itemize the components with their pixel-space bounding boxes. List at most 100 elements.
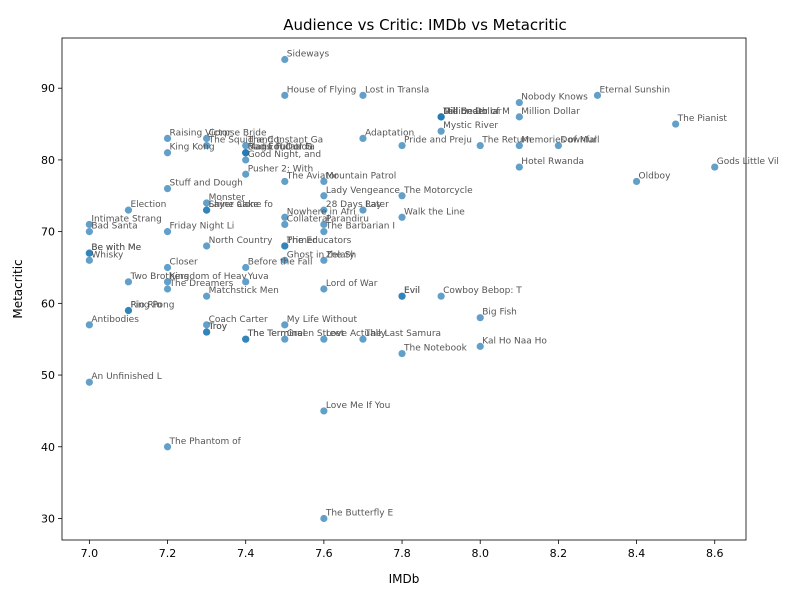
- data-point: [242, 278, 250, 286]
- data-point: [85, 220, 93, 229]
- point-label: Pusher 2: With: [248, 164, 314, 174]
- data-point: [242, 149, 250, 157]
- data-point: [163, 278, 172, 286]
- point-label: Love Me If You: [326, 401, 390, 411]
- point-label: Intimate Strang: [91, 214, 161, 224]
- point-label: Flags of Our Fa: [248, 143, 315, 153]
- chart-title: Audience vs Critic: IMDb vs Metacritic: [283, 16, 567, 34]
- point-label: Corpse Bride: [209, 128, 267, 138]
- x-tick-label: 8.4: [628, 547, 646, 560]
- data-point: [359, 206, 367, 214]
- point-label: The Educators: [286, 236, 352, 246]
- data-point: [85, 321, 93, 329]
- data-point: [203, 321, 211, 329]
- point-label: Ping Pong: [130, 301, 174, 311]
- data-point: [711, 163, 719, 171]
- y-tick-label: 70: [41, 226, 55, 239]
- data-point: [281, 242, 289, 250]
- point-label: The Squid and t: [208, 136, 281, 146]
- data-point: [203, 206, 211, 214]
- point-label: Adaptation: [365, 128, 414, 138]
- y-tick-label: 30: [41, 512, 55, 525]
- point-label: Matchstick Men: [209, 286, 279, 296]
- y-tick-label: 60: [41, 297, 55, 310]
- point-label: Bad Santa: [91, 222, 137, 232]
- data-point: [242, 170, 250, 178]
- data-point: [281, 55, 289, 64]
- point-label: Nobody Knows: [521, 93, 588, 103]
- point-label: The Aviator: [286, 171, 339, 181]
- point-label: Green Street: [287, 329, 345, 339]
- x-tick-label: 8.6: [706, 547, 724, 560]
- data-point: [203, 141, 211, 150]
- point-label: Big Fish: [482, 308, 517, 318]
- point-label: An Unfinished L: [91, 372, 161, 382]
- data-point: [593, 91, 602, 99]
- point-label: Yuva: [247, 272, 269, 282]
- data-point: [163, 149, 172, 157]
- data-point: [359, 134, 367, 142]
- data-point: [359, 335, 367, 343]
- data-point: [320, 256, 328, 264]
- data-point: [320, 407, 328, 415]
- point-label: Coach Carter: [209, 315, 268, 325]
- x-tick-label: 7.0: [81, 547, 99, 560]
- data-point: [281, 213, 289, 221]
- x-tick-label: 7.4: [237, 547, 255, 560]
- y-tick-label: 40: [41, 441, 55, 454]
- point-label: The Phantom of: [169, 437, 242, 447]
- point-label: Closer: [170, 257, 199, 267]
- point-label: Evil: [404, 286, 420, 296]
- point-label: The Notebook: [403, 344, 468, 354]
- point-label: Mountain Patrol: [326, 171, 396, 181]
- data-point: [672, 120, 680, 128]
- data-point: [320, 177, 328, 186]
- data-point: [398, 213, 406, 221]
- data-point: [554, 141, 562, 150]
- point-label: Primer: [287, 236, 317, 246]
- point-label: 28 Days Later: [326, 200, 389, 210]
- point-label: Tell Death of M: [442, 107, 510, 117]
- data-point: [163, 185, 172, 193]
- y-tick-label: 90: [41, 82, 55, 95]
- data-point: [476, 314, 484, 322]
- point-label: Parandiru: [326, 214, 369, 224]
- data-point: [203, 292, 211, 300]
- data-point: [515, 141, 523, 150]
- y-tick-label: 50: [41, 369, 55, 382]
- point-label: The Pianist: [677, 114, 728, 124]
- data-point: [515, 113, 523, 121]
- data-point: [124, 278, 133, 286]
- data-point: [124, 306, 133, 315]
- data-point: [85, 249, 93, 257]
- point-label: Eternal Sunshin: [599, 85, 670, 95]
- data-points: Sideways House of Flying Lost in Transla Et…: [85, 50, 779, 523]
- data-point: [281, 91, 289, 99]
- point-label: Be with Me: [91, 243, 141, 253]
- data-point: [437, 113, 445, 121]
- data-point: [203, 134, 211, 142]
- point-label: The Terminal: [247, 329, 306, 339]
- data-point: [320, 335, 328, 343]
- point-label: Troy: [208, 322, 228, 332]
- data-point: [515, 98, 523, 107]
- data-point: [281, 220, 289, 229]
- data-point: [203, 328, 211, 336]
- point-label: Die Ender: [443, 107, 487, 117]
- x-tick-label: 8.2: [550, 547, 568, 560]
- data-point: [163, 228, 172, 236]
- x-tick-label: 7.6: [315, 547, 333, 560]
- x-axis: 7.0 7.2 7.4 7.6 7.8 8.0 8.2 8.4 8.6: [81, 540, 724, 560]
- point-label: The Motorcycle: [403, 186, 473, 196]
- data-point: [320, 285, 328, 293]
- point-label: Good Night, and: [248, 150, 321, 160]
- point-label: Mystic River: [443, 121, 498, 131]
- point-label: Ghost in the Sh: [287, 250, 356, 260]
- point-label: Maria Full of G: [248, 143, 313, 153]
- point-label: Lost in Transla: [365, 85, 429, 95]
- point-label: Election: [130, 200, 166, 210]
- point-label: Antibodies: [91, 315, 139, 325]
- point-label: My Life Without: [287, 315, 358, 325]
- data-point: [163, 285, 172, 293]
